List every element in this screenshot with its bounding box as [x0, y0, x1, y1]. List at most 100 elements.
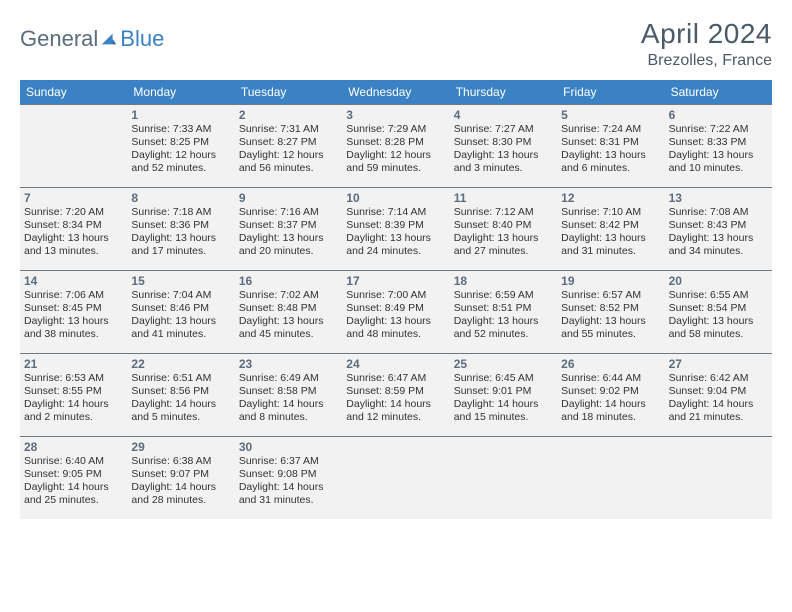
sunset-line: Sunset: 8:27 PM — [239, 136, 338, 149]
week-row: 7Sunrise: 7:20 AMSunset: 8:34 PMDaylight… — [20, 187, 772, 270]
sunrise-line: Sunrise: 6:55 AM — [669, 289, 768, 302]
sunrise-line: Sunrise: 7:20 AM — [24, 206, 123, 219]
day-cell: 9Sunrise: 7:16 AMSunset: 8:37 PMDaylight… — [235, 188, 342, 270]
sunrise-line: Sunrise: 6:38 AM — [131, 455, 230, 468]
daylight-line: Daylight: 14 hours and 28 minutes. — [131, 481, 230, 507]
logo-text-general: General — [20, 26, 98, 52]
day-number: 17 — [346, 274, 445, 288]
title-block: April 2024 Brezolles, France — [641, 18, 772, 70]
day-number: 23 — [239, 357, 338, 371]
day-cell: 2Sunrise: 7:31 AMSunset: 8:27 PMDaylight… — [235, 105, 342, 187]
day-number: 19 — [561, 274, 660, 288]
daylight-line: Daylight: 13 hours and 17 minutes. — [131, 232, 230, 258]
sunrise-line: Sunrise: 7:29 AM — [346, 123, 445, 136]
sunset-line: Sunset: 8:36 PM — [131, 219, 230, 232]
daylight-line: Daylight: 14 hours and 15 minutes. — [454, 398, 553, 424]
day-number: 21 — [24, 357, 123, 371]
day-cell: 18Sunrise: 6:59 AMSunset: 8:51 PMDayligh… — [450, 271, 557, 353]
day-number: 16 — [239, 274, 338, 288]
day-cell: 24Sunrise: 6:47 AMSunset: 8:59 PMDayligh… — [342, 354, 449, 436]
sunset-line: Sunset: 8:58 PM — [239, 385, 338, 398]
sunset-line: Sunset: 8:40 PM — [454, 219, 553, 232]
sunrise-line: Sunrise: 6:44 AM — [561, 372, 660, 385]
day-cell: 20Sunrise: 6:55 AMSunset: 8:54 PMDayligh… — [665, 271, 772, 353]
day-cell: 25Sunrise: 6:45 AMSunset: 9:01 PMDayligh… — [450, 354, 557, 436]
day-cell: 29Sunrise: 6:38 AMSunset: 9:07 PMDayligh… — [127, 437, 234, 519]
sunrise-line: Sunrise: 6:51 AM — [131, 372, 230, 385]
daylight-line: Daylight: 14 hours and 21 minutes. — [669, 398, 768, 424]
daylight-line: Daylight: 13 hours and 24 minutes. — [346, 232, 445, 258]
day-number: 18 — [454, 274, 553, 288]
sunrise-line: Sunrise: 7:10 AM — [561, 206, 660, 219]
sunrise-line: Sunrise: 6:53 AM — [24, 372, 123, 385]
week-row: 28Sunrise: 6:40 AMSunset: 9:05 PMDayligh… — [20, 436, 772, 519]
day-number: 22 — [131, 357, 230, 371]
sunrise-line: Sunrise: 7:27 AM — [454, 123, 553, 136]
sunset-line: Sunset: 8:55 PM — [24, 385, 123, 398]
day-number: 15 — [131, 274, 230, 288]
sunset-line: Sunset: 8:45 PM — [24, 302, 123, 315]
day-cell: 28Sunrise: 6:40 AMSunset: 9:05 PMDayligh… — [20, 437, 127, 519]
daylight-line: Daylight: 13 hours and 52 minutes. — [454, 315, 553, 341]
daylight-line: Daylight: 12 hours and 59 minutes. — [346, 149, 445, 175]
week-row: 21Sunrise: 6:53 AMSunset: 8:55 PM Dayligh… — [20, 353, 772, 436]
month-title: April 2024 — [641, 18, 772, 50]
sunset-line: Sunset: 9:04 PM — [669, 385, 768, 398]
sunset-line: Sunset: 8:49 PM — [346, 302, 445, 315]
daylight-line: Daylight: 13 hours and 10 minutes. — [669, 149, 768, 175]
day-cell: 14Sunrise: 7:06 AMSunset: 8:45 PMDayligh… — [20, 271, 127, 353]
sunset-line: Sunset: 8:33 PM — [669, 136, 768, 149]
day-cell-empty — [665, 437, 772, 519]
sunset-line: Sunset: 8:43 PM — [669, 219, 768, 232]
day-cell: 26Sunrise: 6:44 AMSunset: 9:02 PMDayligh… — [557, 354, 664, 436]
day-number: 5 — [561, 108, 660, 122]
sunset-line: Sunset: 8:31 PM — [561, 136, 660, 149]
day-cell: 1Sunrise: 7:33 AMSunset: 8:25 PMDaylight… — [127, 105, 234, 187]
day-number: 13 — [669, 191, 768, 205]
day-cell: 27Sunrise: 6:42 AMSunset: 9:04 PMDayligh… — [665, 354, 772, 436]
calendar-grid: SundayMondayTuesdayWednesdayThursdayFrid… — [20, 80, 772, 519]
daylight-line: Daylight: 13 hours and 48 minutes. — [346, 315, 445, 341]
sunrise-line: Sunrise: 6:40 AM — [24, 455, 123, 468]
daylight-line: Daylight: 14 hours and 8 minutes. — [239, 398, 338, 424]
daylight-line: Daylight: 13 hours and 38 minutes. — [24, 315, 123, 341]
week-row: 14Sunrise: 7:06 AMSunset: 8:45 PMDayligh… — [20, 270, 772, 353]
weeks-container: 1Sunrise: 7:33 AMSunset: 8:25 PMDaylight… — [20, 104, 772, 519]
day-cell: 30Sunrise: 6:37 AMSunset: 9:08 PMDayligh… — [235, 437, 342, 519]
day-cell: 16Sunrise: 7:02 AMSunset: 8:48 PMDayligh… — [235, 271, 342, 353]
daylight-line: Daylight: 14 hours and 31 minutes. — [239, 481, 338, 507]
sunset-line: Sunset: 8:34 PM — [24, 219, 123, 232]
sunrise-line: Sunrise: 7:24 AM — [561, 123, 660, 136]
daylight-line: Daylight: 14 hours and 25 minutes. — [24, 481, 123, 507]
daylight-line: Daylight: 13 hours and 3 minutes. — [454, 149, 553, 175]
day-cell: 15Sunrise: 7:04 AMSunset: 8:46 PMDayligh… — [127, 271, 234, 353]
daylight-line: Daylight: 13 hours and 27 minutes. — [454, 232, 553, 258]
location-label: Brezolles, France — [641, 52, 772, 70]
daylight-line: Daylight: 13 hours and 45 minutes. — [239, 315, 338, 341]
sunset-line: Sunset: 9:02 PM — [561, 385, 660, 398]
day-cell: 8Sunrise: 7:18 AMSunset: 8:36 PMDaylight… — [127, 188, 234, 270]
day-cell: 21Sunrise: 6:53 AMSunset: 8:55 PMDayligh… — [20, 354, 127, 436]
dow-sunday: Sunday — [20, 80, 127, 104]
daylight-line: Daylight: 13 hours and 55 minutes. — [561, 315, 660, 341]
day-number: 26 — [561, 357, 660, 371]
day-number: 28 — [24, 440, 123, 454]
daylight-line: Daylight: 13 hours and 31 minutes. — [561, 232, 660, 258]
day-number: 2 — [239, 108, 338, 122]
sunset-line: Sunset: 8:56 PM — [131, 385, 230, 398]
day-number: 3 — [346, 108, 445, 122]
sunset-line: Sunset: 9:05 PM — [24, 468, 123, 481]
sunset-line: Sunset: 8:42 PM — [561, 219, 660, 232]
day-number: 25 — [454, 357, 553, 371]
day-cell: 5Sunrise: 7:24 AMSunset: 8:31 PMDaylight… — [557, 105, 664, 187]
dow-saturday: Saturday — [665, 80, 772, 104]
day-number: 20 — [669, 274, 768, 288]
sunrise-line: Sunrise: 7:08 AM — [669, 206, 768, 219]
sunrise-line: Sunrise: 6:45 AM — [454, 372, 553, 385]
day-cell: 23Sunrise: 6:49 AMSunset: 8:58 PMDayligh… — [235, 354, 342, 436]
day-number: 24 — [346, 357, 445, 371]
daylight-line: Daylight: 13 hours and 58 minutes. — [669, 315, 768, 341]
week-row: 1Sunrise: 7:33 AMSunset: 8:25 PMDaylight… — [20, 104, 772, 187]
day-cell: 13Sunrise: 7:08 AMSunset: 8:43 PMDayligh… — [665, 188, 772, 270]
day-number: 14 — [24, 274, 123, 288]
